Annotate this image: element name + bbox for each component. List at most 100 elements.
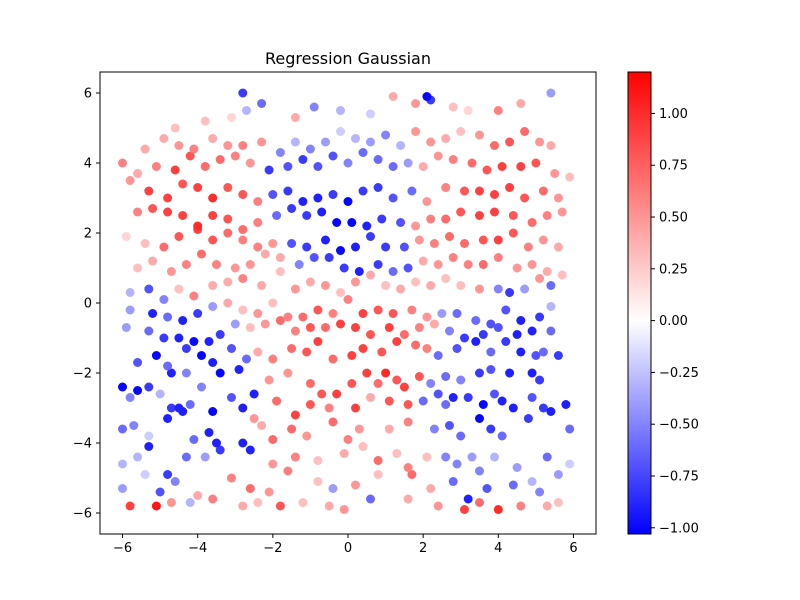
data-point (388, 309, 398, 318)
data-point (553, 193, 563, 203)
data-point (298, 312, 308, 322)
data-point (452, 459, 462, 469)
data-point (275, 148, 285, 157)
data-point (238, 438, 248, 448)
data-point (260, 319, 270, 329)
data-point (478, 330, 488, 339)
data-point (321, 137, 330, 147)
data-point (475, 414, 484, 423)
data-point (298, 197, 308, 206)
data-point (144, 431, 154, 441)
data-point (366, 109, 375, 119)
data-point (268, 239, 278, 248)
data-point (366, 330, 375, 339)
data-point (388, 193, 398, 203)
data-point (189, 435, 199, 444)
data-point (553, 498, 563, 507)
colorbar-tick-label: −1.00 (659, 521, 699, 536)
data-point (433, 260, 443, 269)
data-point (253, 242, 263, 252)
data-point (298, 498, 308, 507)
data-point (275, 501, 285, 511)
data-point (125, 176, 135, 185)
data-point (208, 235, 218, 245)
data-point (230, 319, 240, 329)
data-point (508, 211, 518, 220)
data-point (414, 372, 424, 381)
data-point (546, 326, 556, 336)
data-point (426, 379, 436, 388)
data-point (343, 435, 353, 444)
data-point (257, 137, 267, 147)
y-tick-label: 0 (84, 297, 92, 312)
data-point (181, 368, 191, 378)
data-point (166, 498, 176, 507)
data-point (433, 351, 443, 360)
data-point (414, 323, 424, 332)
data-point (336, 288, 345, 297)
data-point (463, 494, 473, 504)
data-point (486, 424, 496, 434)
data-point (381, 242, 391, 252)
data-point (497, 396, 507, 406)
data-point (527, 393, 537, 402)
data-point (538, 235, 548, 245)
data-point (290, 284, 300, 294)
data-point (215, 330, 225, 339)
data-point (321, 323, 330, 332)
data-point (238, 501, 248, 511)
data-point (497, 431, 507, 441)
data-point (448, 477, 458, 486)
data-point (133, 169, 143, 178)
data-point (516, 162, 526, 171)
data-point (538, 186, 548, 196)
data-points (118, 88, 575, 514)
data-point (170, 477, 180, 486)
data-point (181, 260, 191, 269)
data-point (478, 400, 488, 409)
data-point (159, 333, 169, 343)
data-point (197, 351, 206, 360)
data-point (373, 379, 383, 388)
data-point (324, 501, 334, 511)
data-point (422, 452, 432, 462)
data-point (396, 141, 406, 150)
colorbar-tick-label: 0.75 (659, 159, 688, 174)
data-point (200, 162, 210, 171)
data-point (174, 403, 184, 413)
data-point (133, 263, 143, 273)
data-point (245, 158, 255, 168)
data-point (527, 260, 537, 269)
colorbar-tick-label: 0.50 (659, 211, 688, 226)
data-point (223, 298, 233, 308)
y-tick-label: 6 (84, 87, 92, 102)
data-point (313, 456, 323, 465)
data-point (441, 400, 451, 409)
data-point (328, 354, 338, 364)
data-point (159, 134, 169, 143)
data-point (490, 190, 499, 199)
colorbar-tick-label: −0.25 (659, 366, 699, 381)
data-point (396, 284, 406, 294)
data-point (144, 382, 154, 392)
data-point (302, 211, 312, 220)
data-point (163, 414, 173, 423)
data-point (275, 253, 285, 262)
data-point (373, 305, 383, 315)
data-point (351, 480, 360, 490)
data-point (475, 466, 484, 476)
data-point (463, 106, 473, 115)
data-point (482, 165, 492, 175)
data-point (305, 379, 315, 388)
data-point (384, 396, 394, 406)
data-point (441, 134, 451, 143)
data-point (324, 403, 334, 413)
data-point (527, 368, 537, 378)
data-point (283, 186, 293, 196)
data-point (204, 337, 214, 346)
data-point (565, 172, 575, 182)
colorbar-tick-label: −0.75 (659, 469, 699, 484)
data-point (486, 347, 496, 357)
data-point (290, 326, 300, 336)
data-point (242, 106, 251, 115)
